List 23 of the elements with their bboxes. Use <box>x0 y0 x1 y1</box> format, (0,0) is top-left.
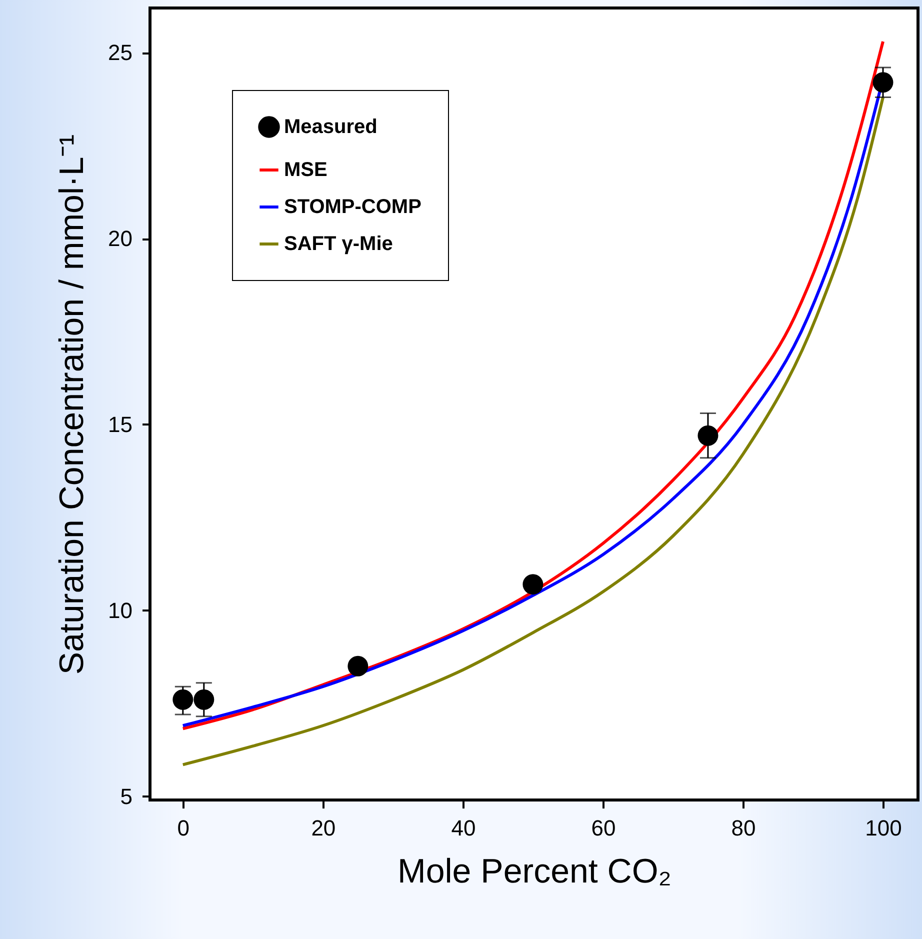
x-tick-label: 80 <box>731 816 756 840</box>
legend-label: SAFT γ-Mie <box>284 233 393 255</box>
y-tick-label: 15 <box>108 412 132 437</box>
y-tick-label: 25 <box>108 40 132 66</box>
point <box>872 72 894 93</box>
point <box>194 689 214 710</box>
y-tick-label: 10 <box>108 598 132 623</box>
x-tick-label: 60 <box>591 816 616 840</box>
x-tick-label: 0 <box>177 816 190 840</box>
legend-label: STOMP-COMP <box>284 196 422 218</box>
x-axis-title: Mole Percent CO₂ <box>398 852 672 890</box>
y-tick-label: 20 <box>108 226 132 252</box>
y-tick-label: 5 <box>120 784 132 809</box>
point <box>172 689 194 710</box>
point <box>522 574 544 595</box>
point <box>698 425 718 446</box>
point <box>348 656 368 676</box>
x-tick-label: 20 <box>311 816 336 840</box>
x-tick-label: 40 <box>451 816 476 840</box>
x-tick-label: 100 <box>865 816 902 840</box>
legend-label: MSE <box>284 159 328 181</box>
legend-label: Measured <box>284 116 378 138</box>
y-axis-title: Saturation Concentration / mmol·L⁻¹ <box>53 134 92 675</box>
